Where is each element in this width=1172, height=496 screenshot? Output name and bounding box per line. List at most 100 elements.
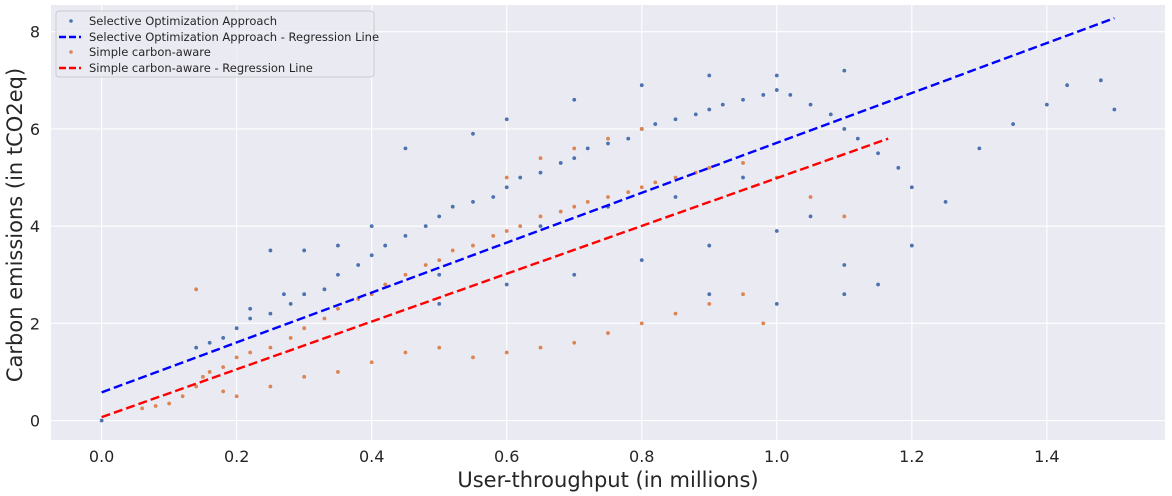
point-simple-carbon-aware — [302, 374, 307, 379]
point-simple-carbon-aware — [322, 316, 327, 321]
point-selective-optimization-approach — [504, 185, 509, 190]
point-selective-optimization-approach — [1011, 122, 1015, 126]
point-simple-carbon-aware — [288, 336, 293, 340]
point-simple-carbon-aware — [538, 156, 543, 161]
point-simple-carbon-aware — [450, 248, 455, 253]
point-selective-optimization-approach — [909, 243, 914, 248]
point-selective-optimization-approach — [639, 258, 644, 263]
point-selective-optimization-approach — [403, 146, 408, 151]
point-selective-optimization-approach — [383, 243, 388, 248]
point-selective-optimization-approach — [855, 136, 860, 141]
point-simple-carbon-aware — [369, 360, 374, 365]
point-selective-optimization-approach — [896, 165, 901, 170]
point-simple-carbon-aware — [606, 136, 610, 141]
point-simple-carbon-aware — [504, 350, 509, 355]
point-selective-optimization-approach — [626, 136, 631, 141]
x-tick-label: 0.4 — [359, 447, 384, 466]
point-selective-optimization-approach — [450, 204, 455, 209]
point-selective-optimization-approach — [707, 292, 712, 297]
point-simple-carbon-aware — [471, 243, 475, 248]
line-simple-carbon-aware-regression-line — [101, 137, 889, 419]
point-selective-optimization-approach — [268, 248, 273, 253]
point-selective-optimization-approach — [707, 243, 712, 248]
point-simple-carbon-aware — [585, 199, 590, 204]
point-simple-carbon-aware — [221, 389, 226, 394]
point-selective-optimization-approach — [774, 73, 779, 78]
x-tick-label: 0.6 — [494, 447, 519, 466]
point-simple-carbon-aware — [471, 355, 475, 360]
point-selective-optimization-approach — [707, 107, 712, 112]
point-simple-carbon-aware — [207, 370, 212, 374]
point-simple-carbon-aware — [572, 340, 577, 345]
point-selective-optimization-approach — [606, 141, 610, 146]
point-selective-optimization-approach — [909, 185, 914, 190]
point-simple-carbon-aware — [741, 161, 745, 165]
point-simple-carbon-aware — [808, 195, 813, 199]
point-selective-optimization-approach — [336, 272, 340, 277]
point-simple-carbon-aware — [572, 146, 577, 151]
point-selective-optimization-approach — [788, 93, 793, 97]
point-simple-carbon-aware — [403, 272, 408, 277]
point-simple-carbon-aware — [606, 195, 610, 199]
point-simple-carbon-aware — [140, 406, 145, 411]
point-simple-carbon-aware — [491, 233, 496, 238]
x-tick-label: 0.0 — [89, 447, 114, 466]
point-simple-carbon-aware — [639, 127, 644, 131]
point-simple-carbon-aware — [639, 185, 644, 190]
y-tick-label: 4 — [30, 217, 40, 236]
point-selective-optimization-approach — [302, 248, 307, 253]
point-selective-optimization-approach — [977, 146, 982, 151]
point-simple-carbon-aware — [673, 311, 678, 316]
point-simple-carbon-aware — [268, 345, 273, 350]
point-simple-carbon-aware — [518, 224, 523, 229]
point-simple-carbon-aware — [639, 321, 644, 326]
point-selective-optimization-approach — [248, 316, 253, 321]
point-selective-optimization-approach — [693, 112, 698, 117]
point-selective-optimization-approach — [572, 272, 577, 277]
point-selective-optimization-approach — [673, 117, 678, 122]
legend-marker-simple — [69, 50, 73, 54]
point-selective-optimization-approach — [558, 161, 563, 165]
point-selective-optimization-approach — [808, 102, 813, 107]
point-selective-optimization-approach — [673, 195, 678, 199]
point-simple-carbon-aware — [538, 345, 543, 350]
point-simple-carbon-aware — [221, 365, 226, 369]
point-simple-carbon-aware — [741, 292, 745, 297]
point-selective-optimization-approach — [876, 282, 880, 287]
point-selective-optimization-approach — [369, 224, 374, 229]
tick-labels: 0.0 0.2 0.4 0.6 0.8 1.0 1.2 1.4 0 2 4 6 8 — [30, 23, 1060, 466]
point-selective-optimization-approach — [491, 195, 496, 199]
point-simple-carbon-aware — [268, 384, 273, 389]
point-selective-optimization-approach — [302, 292, 307, 297]
y-axis-label: Carbon emissions (in tCO2eq) — [3, 68, 27, 382]
legend-marker-selective — [69, 19, 73, 23]
point-simple-carbon-aware — [626, 190, 631, 195]
point-selective-optimization-approach — [268, 311, 273, 316]
point-selective-optimization-approach — [538, 224, 543, 229]
point-selective-optimization-approach — [437, 302, 442, 306]
point-simple-carbon-aware — [194, 384, 199, 389]
point-selective-optimization-approach — [504, 117, 509, 122]
legend: Selective Optimization Approach Selectiv… — [55, 10, 379, 78]
point-selective-optimization-approach — [585, 146, 590, 151]
point-selective-optimization-approach — [842, 68, 847, 73]
point-selective-optimization-approach — [1065, 83, 1070, 88]
point-selective-optimization-approach — [842, 292, 847, 297]
x-tick-label: 0.2 — [224, 447, 249, 466]
line-selective-optimization-approach-regression-line — [101, 16, 1115, 394]
point-simple-carbon-aware — [538, 214, 543, 219]
point-selective-optimization-approach — [572, 97, 577, 102]
point-simple-carbon-aware — [423, 263, 428, 267]
y-tick-label: 0 — [30, 412, 40, 431]
point-simple-carbon-aware — [336, 306, 340, 311]
x-tick-label: 1.0 — [764, 447, 789, 466]
x-tick-label: 1.4 — [1034, 447, 1059, 466]
x-axis-label: User-throughput (in millions) — [457, 468, 758, 492]
legend-label-selective-line: Selective Optimization Approach - Regres… — [89, 30, 379, 44]
point-selective-optimization-approach — [876, 151, 880, 156]
point-selective-optimization-approach — [720, 102, 725, 107]
point-simple-carbon-aware — [504, 175, 509, 180]
point-simple-carbon-aware — [383, 282, 388, 287]
